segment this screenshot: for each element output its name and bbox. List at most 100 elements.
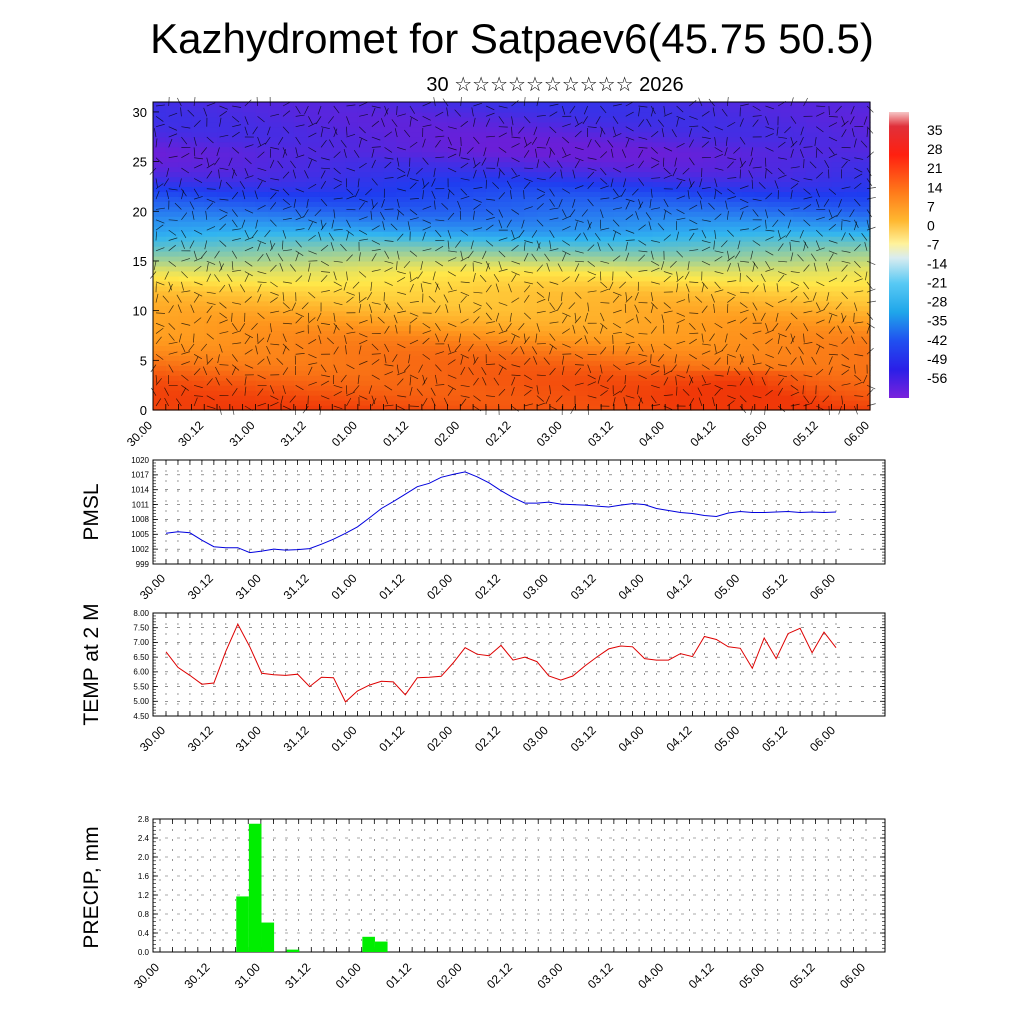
heatmap-cell <box>844 131 858 138</box>
heatmap-cell <box>549 285 564 292</box>
heatmap-cell <box>626 146 641 153</box>
wind-barb <box>595 116 601 125</box>
heatmap-cell <box>818 380 833 386</box>
heatmap-cell <box>319 315 333 322</box>
wind-barb <box>663 105 666 115</box>
heatmap-cell <box>447 111 461 118</box>
wind-barb <box>282 343 290 351</box>
heatmap-cell <box>665 370 679 376</box>
wind-barb <box>663 271 673 275</box>
wind-barb <box>600 347 607 355</box>
heatmap-cell <box>153 176 167 183</box>
wind-barb <box>244 236 254 241</box>
wind-barb <box>155 104 165 107</box>
wind-barb <box>523 333 526 343</box>
heatmap-cell <box>652 345 666 351</box>
heatmap-cell <box>511 111 525 118</box>
heatmap-cell <box>716 206 730 212</box>
wind-barb <box>625 239 635 241</box>
heatmap-cell <box>677 300 692 307</box>
heatmap-cell <box>255 320 269 327</box>
wind-barb <box>698 397 703 407</box>
heatmap-cell <box>178 260 193 267</box>
heatmap-cell <box>665 221 679 227</box>
wind-barb <box>587 395 597 399</box>
wind-barb <box>790 385 799 391</box>
heatmap-cell <box>703 121 717 128</box>
heatmap-cell <box>242 171 257 178</box>
heatmap-cell <box>268 290 282 297</box>
heatmap-cell <box>345 211 359 217</box>
wind-barb <box>257 180 263 189</box>
heatmap-cell <box>409 295 423 302</box>
wind-barb <box>739 309 749 314</box>
wind-barb <box>625 271 633 279</box>
wind-barb <box>308 273 312 282</box>
wind-barb <box>231 191 239 200</box>
heatmap-cell <box>793 340 807 347</box>
heatmap-cell <box>281 265 295 272</box>
heatmap-cell <box>370 405 385 411</box>
heatmap-cell <box>217 275 231 282</box>
heatmap-cell <box>805 221 820 227</box>
heatmap-cell <box>793 260 807 267</box>
heatmap-cell <box>626 102 641 108</box>
heatmap-cell <box>639 335 653 342</box>
heatmap-cell <box>383 310 397 317</box>
heatmap-cell <box>319 380 333 386</box>
wind-barb <box>216 147 220 157</box>
heatmap-cell <box>165 256 180 262</box>
wind-barb <box>752 209 759 217</box>
heatmap-cell <box>805 370 820 376</box>
wind-barb <box>726 250 730 260</box>
heatmap-cell <box>178 295 193 302</box>
heatmap-cell <box>511 191 525 197</box>
heatmap-cell <box>460 156 474 163</box>
heatmap-cell <box>831 201 845 207</box>
heatmap-cell <box>639 390 653 396</box>
wind-barb <box>200 343 208 352</box>
heatmap-cell <box>217 345 231 351</box>
wind-barb <box>333 346 339 355</box>
wind-barb <box>333 126 338 136</box>
heatmap-cell <box>729 121 743 128</box>
heatmap-cell <box>818 176 833 183</box>
wind-barb <box>346 167 356 172</box>
heatmap-cell <box>178 275 193 282</box>
heatmap-cell <box>844 395 858 401</box>
heatmap-cell <box>537 385 551 391</box>
wind-barb <box>435 281 441 290</box>
wind-barb <box>701 374 706 384</box>
heatmap-cell <box>473 395 487 401</box>
heatmap-cell <box>588 176 602 183</box>
wind-barb <box>397 371 406 376</box>
heatmap-cell <box>857 251 871 257</box>
heatmap-cell <box>268 310 282 317</box>
heatmap-cell <box>665 256 679 262</box>
heatmap-cell <box>281 176 295 183</box>
heatmap-cell <box>857 270 871 277</box>
wind-barb <box>473 316 480 324</box>
heatmap-cell <box>831 111 845 118</box>
heatmap-cell <box>562 395 577 401</box>
wind-barb <box>292 169 296 179</box>
heatmap-cell <box>754 186 769 193</box>
heatmap-cell <box>217 171 231 178</box>
wind-barb <box>244 376 247 386</box>
heatmap-cell <box>639 350 653 356</box>
heatmap-cell <box>357 260 372 267</box>
heatmap-cell <box>729 111 743 118</box>
heatmap-cell <box>242 141 257 148</box>
heatmap-cell <box>537 290 551 297</box>
heatmap-cell <box>396 300 410 307</box>
wind-barb <box>650 260 660 266</box>
heatmap-cell <box>268 206 282 212</box>
wind-barb <box>473 307 481 314</box>
heatmap-cell <box>677 315 692 322</box>
heatmap-cell <box>857 345 871 351</box>
heatmap-cell <box>511 131 525 138</box>
heatmap-cell <box>383 395 397 401</box>
heatmap-cell <box>434 350 449 356</box>
heatmap-cell <box>626 126 641 133</box>
wind-barb <box>346 188 354 196</box>
